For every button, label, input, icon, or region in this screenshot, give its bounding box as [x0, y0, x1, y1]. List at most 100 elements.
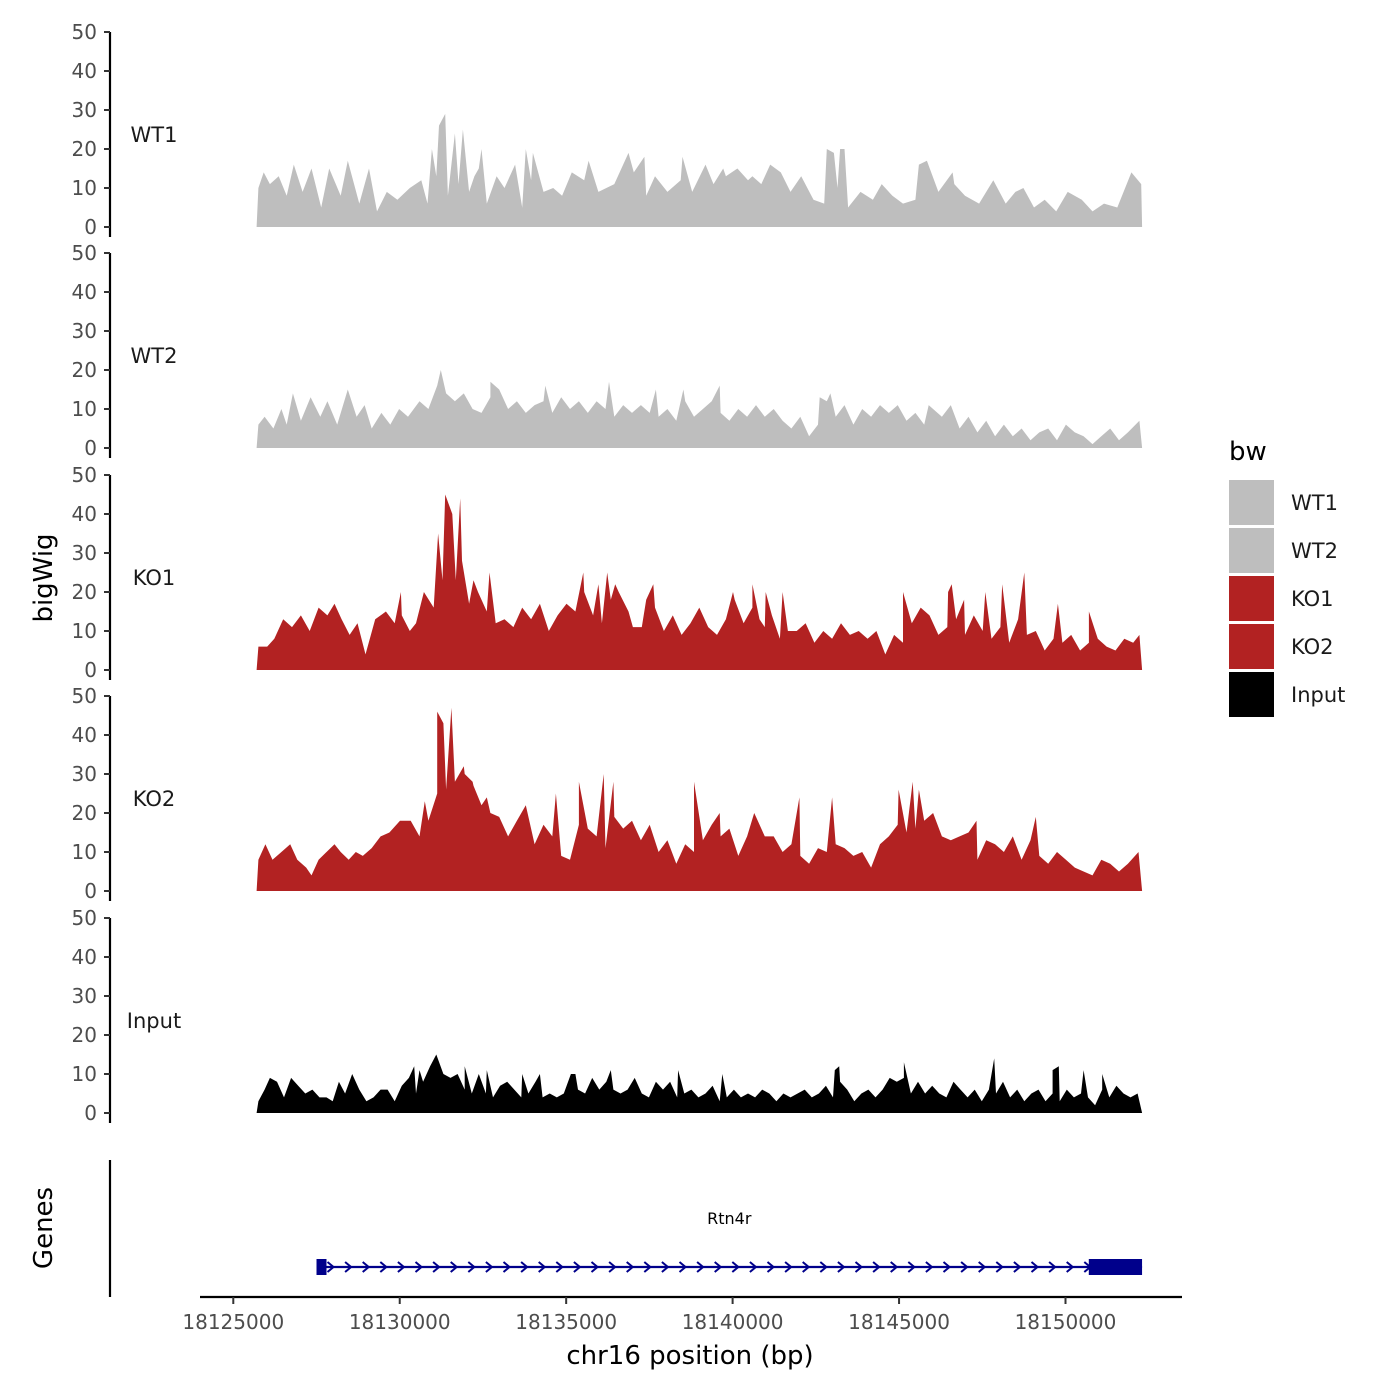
strand-arrow — [397, 1261, 406, 1273]
coverage-area-wt1 — [256, 113, 1143, 227]
strand-arrow — [362, 1261, 371, 1273]
strand-arrow — [890, 1261, 899, 1273]
track-label-ko2: KO2 — [133, 787, 176, 811]
x-tick-label: 18145000 — [848, 1310, 950, 1334]
y-tick-label: 20 — [72, 358, 97, 382]
x-tick-label: 18150000 — [1015, 1310, 1117, 1334]
strand-arrow — [520, 1261, 529, 1273]
strand-arrow — [749, 1261, 758, 1273]
strand-arrow — [432, 1261, 441, 1273]
strand-arrow — [573, 1261, 582, 1273]
y-tick-label: 40 — [72, 280, 97, 304]
track-label-ko1: KO1 — [133, 566, 176, 590]
coverage-area-input — [256, 1054, 1143, 1113]
strand-arrow — [643, 1261, 652, 1273]
strand-arrow — [731, 1261, 740, 1273]
y-tick-label: 0 — [84, 1101, 97, 1125]
x-tick-label: 18135000 — [515, 1310, 617, 1334]
legend-label-wt2: WT2 — [1291, 539, 1338, 563]
strand-arrow — [872, 1261, 881, 1273]
strand-arrow — [802, 1261, 811, 1273]
legend-swatch-input — [1229, 672, 1274, 717]
strand-arrow — [1030, 1261, 1040, 1273]
strand-arrow — [450, 1261, 459, 1273]
y-tick-label: 20 — [72, 801, 97, 825]
strand-arrow — [555, 1261, 564, 1273]
strand-arrow — [714, 1261, 723, 1273]
y-tick-label: 0 — [84, 658, 97, 682]
legend-label-wt1: WT1 — [1291, 491, 1338, 515]
legend-label-ko2: KO2 — [1291, 635, 1334, 659]
y-tick-label: 30 — [72, 762, 97, 786]
legend-swatch-ko1 — [1229, 576, 1274, 621]
strand-arrow — [978, 1261, 987, 1273]
track-label-wt2: WT2 — [131, 344, 178, 368]
y-tick-label: 0 — [84, 215, 97, 239]
y-tick-label: 50 — [72, 463, 97, 487]
y-tick-label: 50 — [72, 20, 97, 44]
x-tick-label: 18125000 — [182, 1310, 284, 1334]
strand-arrow — [837, 1261, 846, 1273]
y-tick-label: 20 — [72, 137, 97, 161]
y-tick-label: 50 — [72, 684, 97, 708]
x-tick-label: 18130000 — [349, 1310, 451, 1334]
strand-arrow — [467, 1261, 476, 1273]
y-tick-label: 10 — [72, 1062, 97, 1086]
y-tick-label: 30 — [72, 984, 97, 1008]
strand-arrow — [925, 1261, 934, 1273]
x-tick-label: 18140000 — [682, 1310, 784, 1334]
coverage-area-ko1 — [256, 494, 1143, 670]
strand-arrow — [414, 1261, 424, 1273]
legend-swatch-wt1 — [1229, 480, 1274, 525]
strand-arrow — [661, 1261, 670, 1273]
strand-arrow — [379, 1261, 388, 1273]
legend-label-ko1: KO1 — [1291, 587, 1334, 611]
y-tick-label: 30 — [72, 98, 97, 122]
coverage-area-ko2 — [256, 707, 1143, 891]
y-tick-label: 50 — [72, 241, 97, 265]
strand-arrow — [502, 1261, 512, 1273]
strand-arrow — [344, 1261, 353, 1273]
strand-arrow — [995, 1261, 1004, 1273]
strand-arrow — [907, 1261, 916, 1273]
strand-arrow — [485, 1261, 494, 1273]
genes-axis-title: Genes — [29, 1187, 59, 1269]
y-tick-label: 50 — [72, 906, 97, 930]
y-tick-label: 30 — [72, 319, 97, 343]
coverage-area-wt2 — [256, 370, 1143, 448]
strand-arrow — [678, 1261, 688, 1273]
legend-swatch-ko2 — [1229, 624, 1274, 669]
track-label-wt1: WT1 — [131, 123, 178, 147]
y-tick-label: 10 — [72, 840, 97, 864]
y-tick-label: 40 — [72, 59, 97, 83]
y-tick-label: 30 — [72, 541, 97, 565]
y-tick-label: 10 — [72, 176, 97, 200]
y-tick-label: 0 — [84, 436, 97, 460]
strand-arrow — [626, 1261, 635, 1273]
gene-exon — [1088, 1259, 1143, 1275]
strand-arrow — [326, 1261, 336, 1273]
y-tick-label: 40 — [72, 502, 97, 526]
y-axis-title: bigWig — [29, 533, 59, 622]
strand-arrow — [854, 1261, 864, 1273]
legend-label-input: Input — [1291, 683, 1345, 707]
strand-arrow — [590, 1261, 600, 1273]
strand-arrow — [696, 1261, 705, 1273]
strand-arrow — [1013, 1261, 1022, 1273]
y-tick-label: 0 — [84, 879, 97, 903]
legend-title: bw — [1229, 437, 1267, 467]
strand-arrow — [608, 1261, 617, 1273]
y-tick-label: 10 — [72, 397, 97, 421]
strand-arrow — [784, 1261, 793, 1273]
strand-arrow — [942, 1261, 952, 1273]
track-label-input: Input — [127, 1009, 181, 1033]
legend-swatch-wt2 — [1229, 528, 1274, 573]
strand-arrow — [538, 1261, 547, 1273]
y-tick-label: 20 — [72, 580, 97, 604]
strand-arrow — [819, 1261, 828, 1273]
y-tick-label: 40 — [72, 945, 97, 969]
strand-arrow — [960, 1261, 969, 1273]
strand-arrow — [1066, 1261, 1075, 1273]
